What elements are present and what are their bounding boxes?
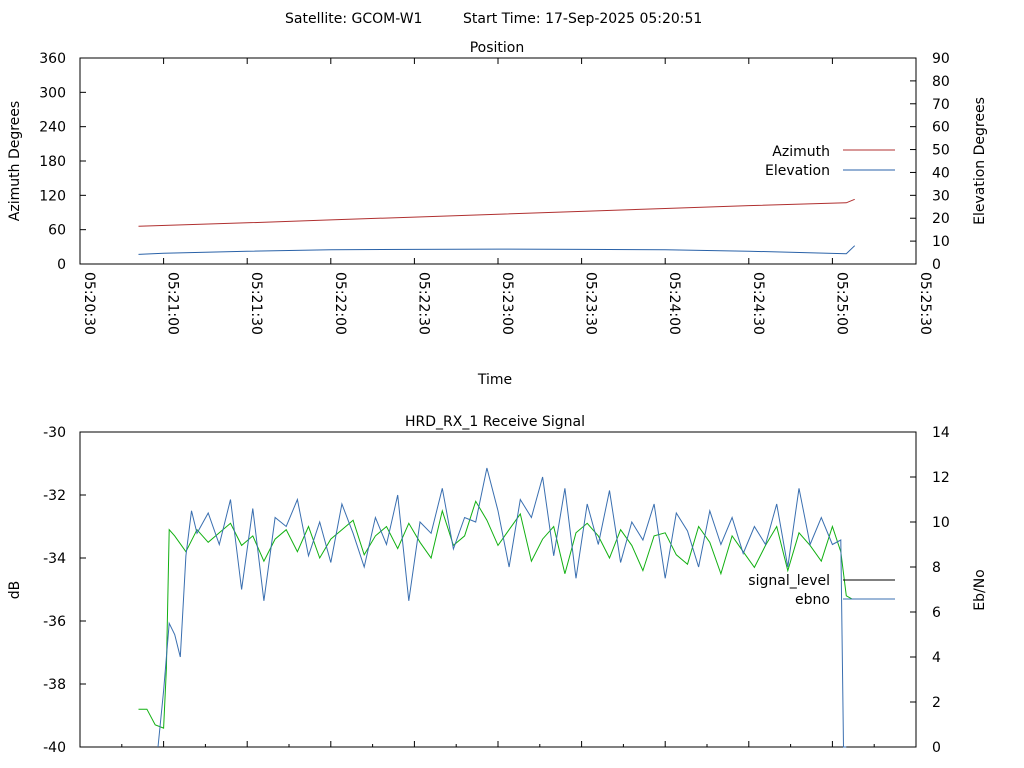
left-tick-label: -34	[43, 551, 66, 567]
position-chart-title: Position	[470, 40, 525, 56]
time-tick-label: 05:22:30	[415, 272, 431, 335]
right-tick-label: 0	[932, 257, 941, 273]
left-tick-label: -38	[43, 677, 66, 693]
azimuth-axis-label: Azimuth Degrees	[7, 101, 23, 221]
left-tick-label: 60	[48, 223, 66, 239]
signal-legend: signal_level ebno	[748, 573, 895, 608]
right-tick-label: 60	[932, 120, 950, 136]
time-tick-label: 05:25:30	[917, 272, 933, 335]
left-tick-label: -30	[43, 425, 66, 441]
satellite-label: Satellite: GCOM-W1	[285, 11, 422, 27]
right-tick-label: 70	[932, 97, 950, 113]
elevation-axis-label: Elevation Degrees	[972, 97, 988, 225]
signal-right-axis: 0 2 4 6 8 10 12 14	[910, 425, 950, 756]
right-tick-label: 20	[932, 211, 950, 227]
ebno-axis-label: Eb/No	[972, 569, 988, 611]
right-tick-label: 4	[932, 650, 941, 666]
left-tick-label: 0	[57, 257, 66, 273]
right-tick-label: 50	[932, 143, 950, 159]
legend-label-signal-level: signal_level	[748, 573, 830, 589]
position-left-axis: 0 60 120 180 240 300 360	[39, 51, 86, 273]
right-tick-label: 6	[932, 605, 941, 621]
time-tick-label: 05:23:30	[583, 272, 599, 335]
right-tick-label: 8	[932, 560, 941, 576]
signal-time-axis	[79, 741, 917, 747]
ebno-series-line	[157, 467, 847, 748]
time-tick-label: 05:24:00	[666, 272, 682, 335]
left-tick-label: 300	[39, 85, 66, 101]
left-tick-label: 240	[39, 120, 66, 136]
time-tick-label: 05:22:00	[332, 272, 348, 335]
signal-plot-frame	[79, 431, 917, 748]
signal-chart-title: HRD_RX_1 Receive Signal	[405, 414, 585, 430]
position-legend: Azimuth Elevation	[765, 144, 895, 179]
right-tick-label: 0	[932, 740, 941, 756]
signal-level-series-line	[138, 500, 853, 729]
azimuth-series-line	[138, 198, 855, 227]
left-tick-label: 360	[39, 51, 66, 67]
position-chart: Position 0 60 120 180 240 300 360 0 10 20 30 40 50 6…	[7, 40, 988, 388]
left-tick-label: -32	[43, 488, 66, 504]
time-tick-label: 05:24:30	[750, 272, 766, 335]
position-right-axis: 0 10 20 30 40 50 60 70 80 90	[910, 51, 950, 273]
signal-left-axis: -40 -38 -36 -34 -32 -30	[43, 425, 86, 756]
time-axis-label: Time	[477, 372, 512, 388]
signal-chart: HRD_RX_1 Receive Signal -40-38-36-34-32-…	[7, 414, 988, 756]
left-tick-label: 180	[39, 154, 66, 170]
position-time-axis: 05:20:30 05:21:00 05:21:30 05:22:00 05:22:30…	[79, 58, 933, 335]
elevation-series-line	[138, 245, 856, 255]
right-tick-label: 30	[932, 188, 950, 204]
time-tick-label: 05:21:30	[248, 272, 264, 335]
position-plot-frame	[79, 57, 917, 265]
left-tick-label: -36	[43, 614, 66, 630]
right-tick-label: 80	[932, 74, 950, 90]
time-tick-label: 05:21:00	[165, 272, 181, 335]
right-tick-label: 14	[932, 425, 950, 441]
left-tick-label: 120	[39, 188, 66, 204]
start-time-label: Start Time: 17-Sep-2025 05:20:51	[463, 11, 702, 27]
legend-label-ebno: ebno	[795, 592, 830, 608]
time-tick-label: 05:20:30	[81, 272, 97, 335]
right-tick-label: 90	[932, 51, 950, 67]
right-tick-label: 10	[932, 515, 950, 531]
right-tick-label: 12	[932, 470, 950, 486]
right-tick-label: 40	[932, 165, 950, 181]
legend-label-elevation: Elevation	[765, 163, 830, 179]
left-tick-label: -40	[43, 740, 66, 756]
legend-label-azimuth: Azimuth	[772, 144, 830, 160]
db-axis-label: dB	[7, 581, 23, 600]
time-tick-label: 05:23:00	[499, 272, 515, 335]
right-tick-label: 2	[932, 695, 941, 711]
time-tick-label: 05:25:00	[833, 272, 849, 335]
right-tick-label: 10	[932, 234, 950, 250]
